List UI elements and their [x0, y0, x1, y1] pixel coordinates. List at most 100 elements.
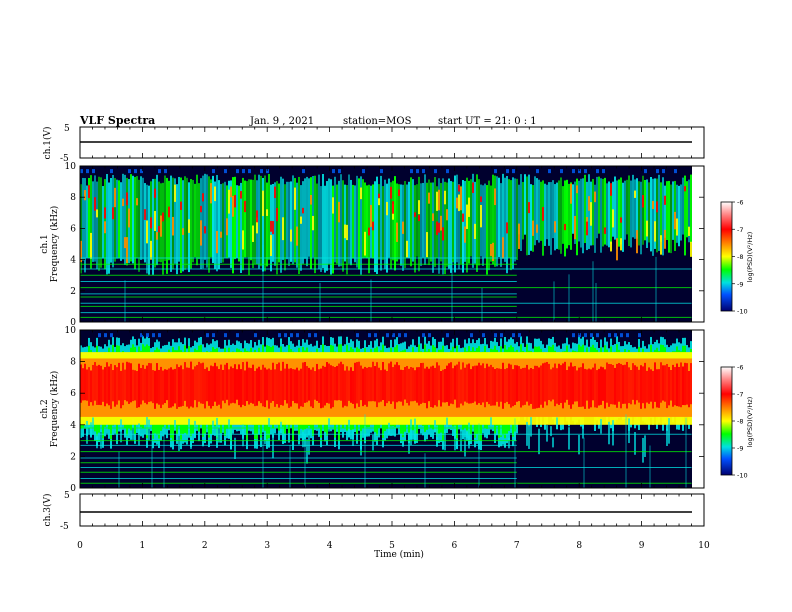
spectrogram-cell	[210, 179, 212, 258]
spectrogram-cell	[676, 184, 678, 243]
spectrogram-cell	[398, 365, 400, 402]
spectrogram-cell	[434, 367, 436, 406]
y-tick-label: 6	[70, 389, 76, 399]
spectrogram-cell	[584, 368, 586, 409]
spectrogram-cell	[266, 369, 268, 401]
spectrogram-cell	[306, 366, 308, 403]
spectrogram-cell	[370, 204, 372, 227]
spectrogram-cell	[534, 365, 536, 409]
spectrogram-cell	[152, 178, 154, 275]
spectrogram-cell	[342, 364, 344, 408]
spectrogram-cell	[332, 366, 334, 408]
x-tick-label: 4	[327, 541, 333, 551]
spectrogram-cell	[684, 186, 686, 192]
spectrogram-cell	[406, 240, 408, 258]
spectrogram-cell	[450, 181, 452, 273]
spectrogram-cell	[554, 184, 556, 251]
spectrogram-cell	[410, 367, 412, 402]
spectrogram-cell	[630, 369, 632, 405]
x-tick-label: 10	[698, 541, 710, 551]
spectrogram-cell	[410, 169, 413, 174]
spectrogram-cell	[130, 174, 132, 262]
spectrogram-cell	[392, 201, 394, 214]
spectrogram-cell	[260, 175, 262, 267]
spectrogram-cell	[242, 169, 245, 174]
spectrogram-cell	[160, 215, 162, 237]
spectrogram-cell	[142, 364, 144, 401]
x-tick-label: 0	[77, 541, 83, 551]
spectrogram-cell	[226, 362, 228, 400]
spectrogram-cell	[278, 333, 281, 338]
spectrogram-cell	[114, 178, 116, 262]
spectrogram-cell	[158, 226, 160, 233]
spectrogram-cell	[232, 368, 234, 403]
spectrogram-cell	[180, 201, 182, 210]
spectrogram-cell	[656, 201, 658, 213]
spectrogram-cell	[102, 369, 104, 402]
spectrogram-cell	[392, 333, 395, 338]
spectrogram-cell	[90, 232, 92, 259]
spectrogram-cell	[616, 238, 618, 261]
spectrogram-cell	[248, 169, 251, 174]
spectrogram-cell	[582, 424, 584, 439]
ch2-spectrogram-ylabel-frequency: Frequency (kHz)	[49, 371, 60, 448]
spectrogram-cell	[238, 364, 240, 406]
spectrogram-cell	[542, 207, 544, 221]
spectrogram-cell	[354, 362, 356, 409]
spectrogram-cell	[284, 368, 286, 401]
spectrogram-cell	[552, 180, 554, 239]
spectrogram-cell	[690, 174, 692, 243]
spectrogram-cell	[308, 430, 310, 455]
station-label: station=MOS	[343, 116, 412, 127]
spectrogram-cell	[202, 175, 204, 269]
spectrogram-cell	[652, 370, 654, 409]
spectrogram-cell	[256, 368, 258, 406]
spectrogram-cell	[274, 186, 276, 199]
spectrogram-cell	[448, 178, 450, 269]
spectrogram-cell	[596, 169, 599, 174]
y-tick-label: 0	[70, 484, 76, 494]
spectrogram-cell	[94, 362, 96, 401]
spectrogram-cell	[360, 187, 362, 200]
spectrogram-cell	[346, 224, 348, 241]
spectrogram-cell	[254, 174, 256, 265]
spectrogram-cell	[338, 180, 340, 267]
spectrogram-cell	[216, 175, 218, 272]
spectrogram-cell	[174, 420, 176, 430]
ch3-voltage-xticks	[79, 494, 705, 526]
spectrogram-cell	[610, 183, 612, 245]
spectrogram-cell	[194, 420, 196, 439]
spectrogram-cell	[90, 370, 92, 403]
spectrogram-cell	[336, 365, 338, 401]
spectrogram-cell	[290, 229, 292, 242]
spectrogram-cell	[306, 176, 308, 267]
spectrogram-cell	[120, 370, 122, 409]
spectrogram-cell	[132, 175, 134, 264]
spectrogram-cell	[298, 370, 300, 409]
ch2-spectrogram-xticks	[79, 330, 705, 488]
spectrogram-cell	[140, 368, 142, 405]
spectrogram-cell	[630, 180, 632, 248]
spectrogram-cell	[384, 179, 386, 269]
spectrogram-cell	[422, 333, 425, 338]
spectrogram-cell	[250, 368, 252, 403]
spectrogram-cell	[608, 333, 611, 338]
spectrogram-cell	[148, 185, 150, 275]
spectrogram-cell	[224, 181, 226, 259]
spectrogram-cell	[424, 174, 426, 265]
spectrogram-cell	[400, 184, 402, 266]
spectrogram-cell	[92, 169, 95, 174]
ch2-colorbar-label: log(PSD)(V²/Hz)	[746, 397, 754, 448]
spectrogram-cell	[368, 227, 370, 236]
x-tick-label: 8	[576, 541, 582, 551]
spectrogram-cell	[496, 368, 498, 402]
spectrogram-cell	[260, 169, 263, 174]
spectrogram-cell	[114, 365, 116, 407]
spectrogram-cell	[416, 169, 419, 174]
spectrogram-cell	[98, 333, 101, 338]
spectrogram-cell	[562, 363, 564, 409]
spectrogram-cell	[426, 366, 428, 409]
spectrogram-cell	[672, 181, 674, 240]
spectrogram-cell	[194, 183, 196, 258]
spectrogram-cell	[170, 367, 172, 408]
